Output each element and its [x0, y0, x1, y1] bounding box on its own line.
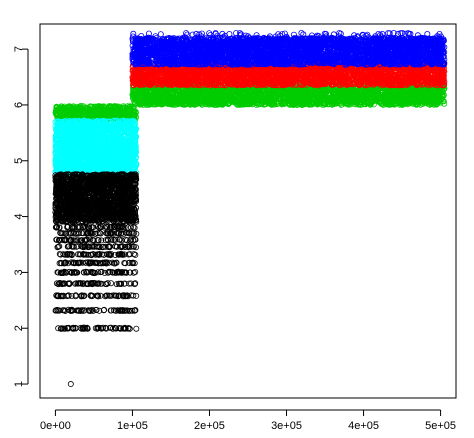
- data-point: [61, 103, 68, 110]
- data-point: [84, 112, 91, 119]
- data-points: [52, 29, 448, 388]
- data-point: [120, 108, 127, 115]
- data-point: [124, 107, 131, 114]
- data-point: [79, 110, 86, 117]
- data-point: [127, 107, 134, 114]
- data-point: [89, 104, 96, 111]
- data-point: [76, 105, 83, 112]
- data-point: [53, 103, 60, 110]
- data-point: [58, 103, 65, 110]
- data-point: [73, 107, 80, 114]
- data-point: [57, 112, 64, 119]
- data-point: [119, 109, 126, 116]
- data-point: [116, 109, 123, 116]
- data-point: [61, 108, 68, 115]
- data-point: [74, 110, 81, 117]
- data-point: [53, 110, 60, 117]
- data-point: [67, 104, 74, 111]
- data-point: [103, 109, 110, 116]
- series-0-region-0: [52, 103, 139, 124]
- series-1-region-0: [52, 117, 140, 176]
- data-point: [68, 108, 75, 115]
- data-point: [106, 103, 113, 110]
- data-point: [106, 110, 113, 117]
- data-point: [128, 104, 135, 111]
- data-point: [53, 107, 60, 114]
